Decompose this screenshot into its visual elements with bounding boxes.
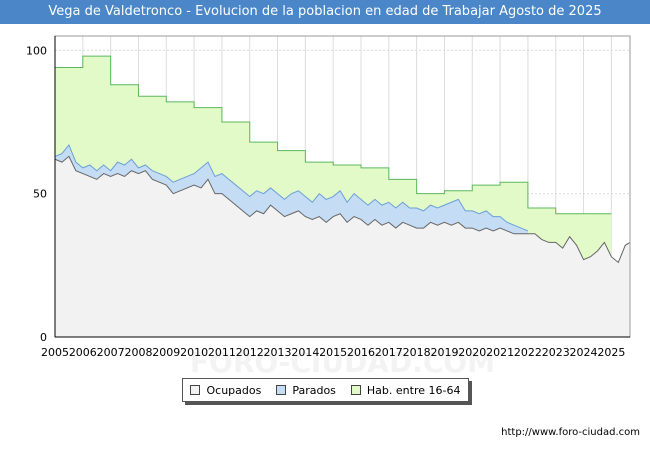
x-tick-label: 2011	[208, 346, 236, 359]
x-tick-label: 2015	[319, 346, 347, 359]
line-parados	[54, 143, 529, 232]
x-tick-label: 2008	[124, 346, 152, 359]
legend-swatch-ocupados	[190, 385, 201, 395]
y-tick-label: 100	[26, 44, 47, 57]
line-hab	[55, 55, 612, 215]
legend-swatch-hab	[350, 385, 361, 395]
series-lines	[54, 55, 631, 264]
legend-label-parados: Parados	[292, 383, 336, 397]
x-tick-label: 2020	[458, 346, 486, 359]
x-tick-label: 2007	[97, 346, 125, 359]
legend-label-hab: Hab. entre 16-64	[366, 383, 461, 397]
area-ocupados	[55, 156, 630, 337]
x-tick-label: 2019	[430, 346, 458, 359]
source-link[interactable]: http://www.foro-ciudad.com	[501, 427, 640, 438]
title-bar	[0, 0, 650, 24]
x-tick-label: 2021	[486, 346, 514, 359]
x-tick-label: 2023	[542, 346, 570, 359]
x-tick-label: 2005	[41, 346, 69, 359]
legend-item-parados: Parados	[276, 384, 336, 397]
x-tick-label: 2016	[347, 346, 375, 359]
x-tick-label: 2022	[514, 346, 542, 359]
x-tick-label: 2025	[597, 346, 625, 359]
tick-labels: 2005 2006 2007 2008 2009 2010 2011 2012 2013 2014…	[26, 44, 625, 359]
x-tick-label: 2017	[375, 346, 403, 359]
x-tick-label: 2010	[180, 346, 208, 359]
legend-item-ocupados: Ocupados	[190, 384, 261, 397]
legend: Ocupados Parados Hab. entre 16-64	[182, 378, 469, 402]
x-tick-label: 2024	[570, 346, 598, 359]
axes	[54, 35, 631, 338]
x-tick-label: 2006	[69, 346, 97, 359]
legend-item-hab: Hab. entre 16-64	[350, 383, 461, 397]
legend-swatch-parados	[276, 385, 287, 395]
line-ocupados	[54, 155, 631, 264]
x-tick-label: 2014	[291, 346, 319, 359]
y-tick-label: 0	[40, 331, 47, 344]
watermark: FORO-CIUDAD.COM	[190, 346, 495, 379]
x-tick-label: 2013	[264, 346, 292, 359]
chart-title: Vega de Valdetronco - Evolucion de la po…	[48, 4, 602, 19]
legend-label-ocupados: Ocupados	[206, 383, 262, 397]
x-tick-label: 2012	[236, 346, 264, 359]
x-tick-label: 2018	[403, 346, 431, 359]
y-tick-label: 50	[33, 188, 47, 201]
x-tick-label: 2009	[152, 346, 180, 359]
